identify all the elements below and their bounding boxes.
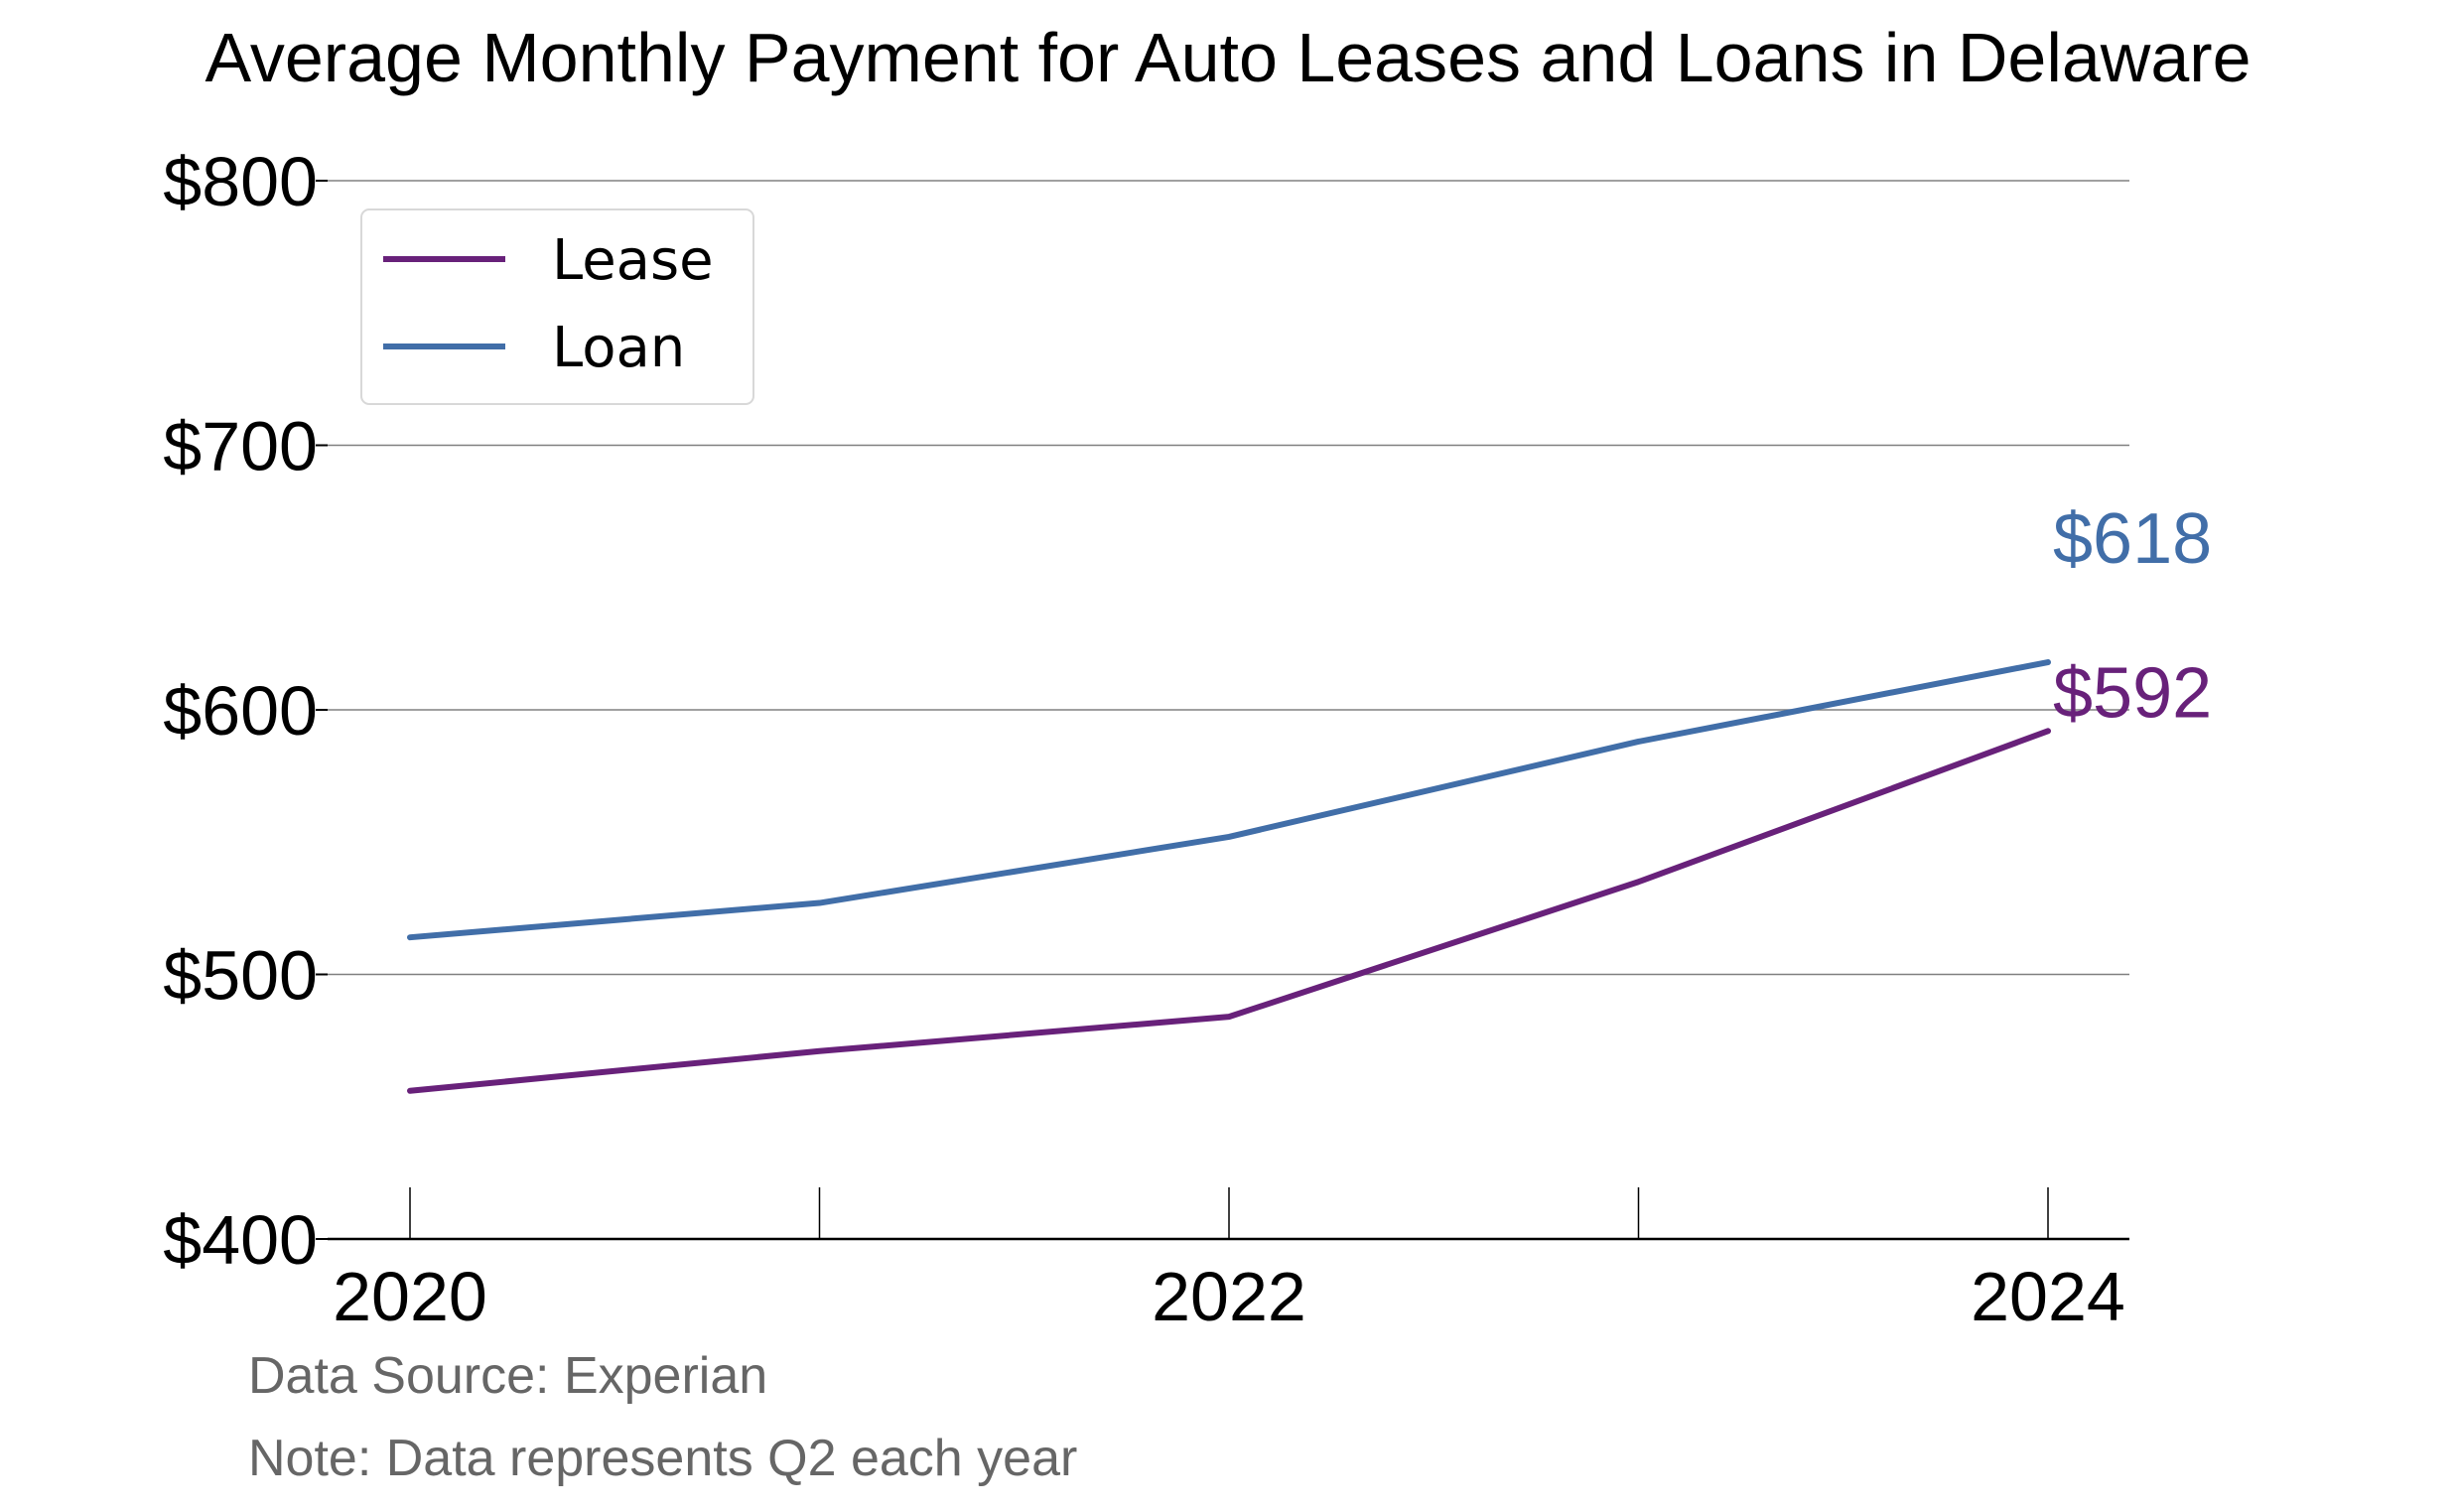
y-tick-label: $400 [163, 1201, 318, 1279]
series-line-loan [407, 659, 2051, 941]
y-tick-label: $500 [163, 937, 318, 1015]
data-source-note: Data Source: Experian [248, 1347, 767, 1405]
legend-label-loan: Loan [552, 316, 685, 380]
gridlines [328, 180, 2129, 976]
source-notes: Data Source: Experian Note: Data represe… [248, 1347, 1077, 1487]
y-tick-label: $800 [163, 143, 318, 220]
y-tick-label: $600 [163, 672, 318, 750]
x-tick-label: 2022 [1152, 1258, 1306, 1335]
end-labels: $592 $618 [2053, 499, 2212, 733]
chart-title: Average Monthly Payment for Auto Leases … [205, 19, 2251, 96]
axes: $400 $500 $600 $700 $800 2020 2022 2024 [163, 143, 2129, 1335]
footnote: Note: Data represents Q2 each year [248, 1430, 1077, 1487]
end-label-loan: $618 [2053, 499, 2212, 579]
x-tick-label: 2024 [1971, 1258, 2125, 1335]
legend-label-lease: Lease [552, 228, 714, 293]
x-tick-label: 2020 [333, 1258, 487, 1335]
y-tick-label: $700 [163, 408, 318, 485]
series-line-lease [407, 728, 2051, 1094]
end-label-lease: $592 [2053, 653, 2212, 733]
legend: Lease Loan [360, 208, 754, 405]
series-lines [407, 659, 2051, 1094]
